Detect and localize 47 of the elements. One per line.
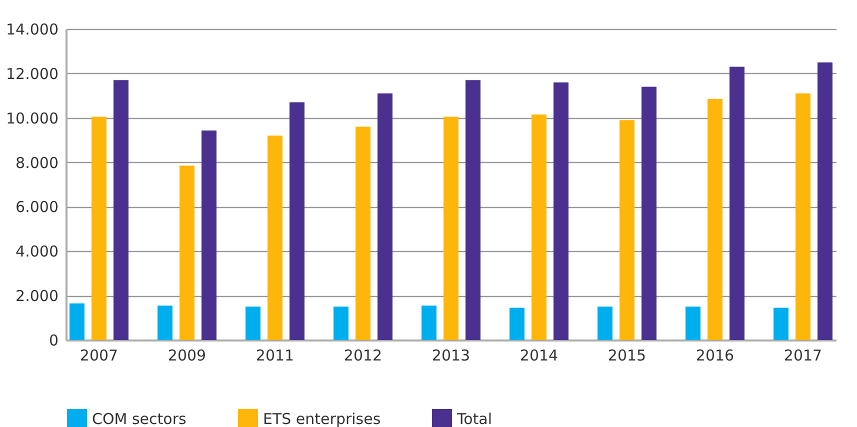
bar [378, 93, 392, 340]
bar [532, 114, 546, 340]
x-tick-label: 2017 [784, 346, 822, 364]
bar [686, 306, 700, 340]
x-tick-label: 2016 [696, 346, 734, 364]
x-tick-label: 2007 [80, 346, 118, 364]
bar [510, 308, 524, 340]
bar [268, 136, 282, 340]
y-tick-label: 12.000 [6, 64, 58, 83]
x-tick-label: 2012 [344, 346, 382, 364]
bar [598, 306, 612, 340]
y-tick-label: 2.000 [16, 287, 58, 306]
legend-label: Total [456, 410, 492, 427]
x-tick-label: 2011 [256, 346, 294, 364]
bar [246, 306, 260, 340]
bar [356, 126, 370, 340]
x-tick-label: 2013 [432, 346, 470, 364]
bar [70, 303, 84, 340]
bar [158, 306, 172, 340]
legend-label: ETS enterprises [263, 410, 381, 427]
bar [92, 116, 106, 340]
bar [620, 120, 634, 340]
y-tick-label: 4.000 [16, 242, 58, 261]
x-tick-label: 2009 [168, 346, 206, 364]
bar [290, 102, 304, 340]
bar [642, 86, 656, 340]
bar [114, 80, 128, 340]
y-tick-label: 6.000 [16, 198, 58, 216]
bar [444, 116, 458, 340]
y-tick-label: 10.000 [6, 109, 58, 128]
bar [554, 82, 568, 340]
bar [818, 62, 832, 340]
y-tick-label: 14.000 [6, 20, 58, 38]
x-tick-label: 2015 [608, 346, 646, 364]
bar [180, 166, 194, 340]
bar [730, 66, 744, 340]
bar [708, 98, 722, 340]
bar [334, 306, 348, 340]
legend-label: COM sectors [92, 410, 187, 427]
bar [774, 308, 788, 340]
y-tick-label: 0 [48, 332, 58, 350]
y-tick-label: 8.000 [16, 154, 58, 172]
bar [422, 306, 436, 340]
bar [796, 93, 810, 340]
bar [202, 130, 216, 340]
x-tick-label: 2014 [520, 346, 558, 364]
bar [466, 80, 480, 340]
